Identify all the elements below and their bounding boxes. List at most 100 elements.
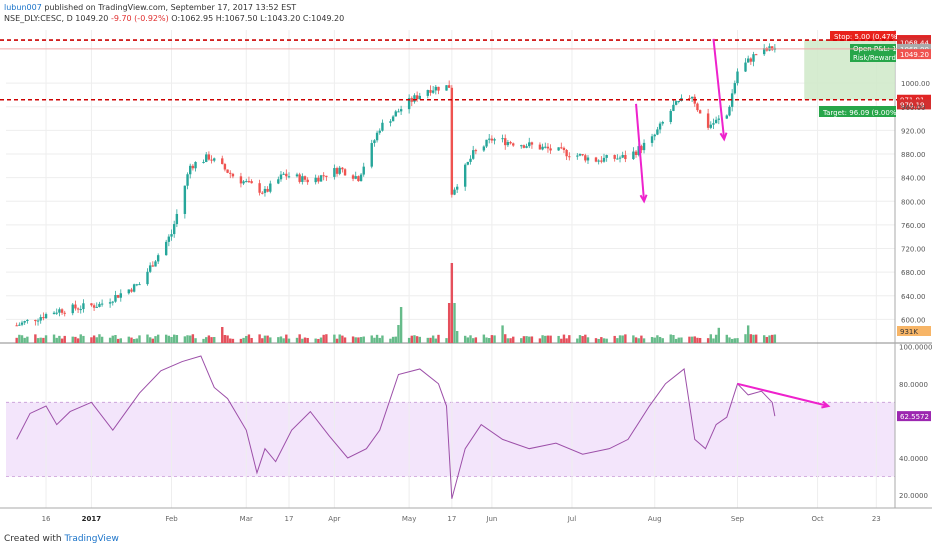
rsi-tick-label: 40.0000 — [899, 455, 928, 463]
candle-body — [397, 111, 400, 113]
volume-bar — [581, 336, 584, 343]
candle-body — [453, 189, 456, 195]
volume-bar — [138, 335, 141, 343]
price-tick-label: 680.00 — [901, 269, 926, 277]
volume-bar — [189, 335, 192, 343]
volume-bar — [650, 336, 654, 343]
volume-bar — [148, 337, 152, 343]
candle-body — [509, 142, 512, 144]
volume-bar — [229, 338, 232, 343]
candle-body — [261, 192, 264, 194]
candle-body — [770, 46, 774, 50]
price-tick-label: 640.00 — [901, 293, 926, 301]
volume-bar — [357, 337, 360, 343]
volume-bar — [183, 336, 187, 343]
candle-body — [581, 154, 584, 156]
candle-body — [674, 101, 678, 105]
volume-bar — [677, 337, 680, 343]
volume-bar — [431, 335, 435, 343]
candle-body — [696, 103, 699, 111]
volume-bar — [714, 334, 718, 343]
candle-body — [712, 123, 715, 125]
volume-bar — [605, 338, 608, 343]
candle-body — [354, 176, 357, 179]
time-tick-label: 17 — [285, 515, 294, 523]
volume-bar — [223, 335, 227, 343]
volume-bar — [488, 337, 491, 343]
candle-body — [295, 174, 299, 177]
candle-body — [100, 303, 104, 305]
volume-bar — [410, 335, 413, 343]
volume-bar — [501, 325, 504, 343]
volume-bar — [762, 335, 766, 343]
candle-body — [82, 303, 85, 310]
volume-bar — [597, 338, 600, 343]
candle-body — [130, 289, 133, 292]
candle-body — [194, 161, 197, 169]
volume-bar — [698, 337, 702, 343]
candle-body — [277, 179, 280, 184]
tradingview-logo[interactable]: TradingView — [64, 534, 119, 544]
candle-body — [541, 146, 544, 150]
candle-body — [714, 119, 718, 124]
volume-bar — [680, 337, 683, 343]
volume-bar — [325, 334, 328, 343]
volume-bar — [170, 337, 173, 343]
volume-bar — [389, 338, 392, 343]
volume-bar — [618, 335, 622, 343]
volume-bar — [301, 338, 304, 343]
candle-body — [445, 85, 448, 91]
candle-body — [434, 86, 438, 91]
candle-body — [661, 122, 664, 124]
volume-bar — [26, 336, 29, 343]
volume-bar — [576, 338, 579, 343]
candle-body — [560, 147, 563, 149]
volume-bar — [736, 338, 739, 343]
volume-bar — [74, 336, 77, 343]
volume-bar — [642, 338, 646, 343]
volume-bar — [154, 336, 157, 343]
candle-body — [728, 106, 731, 116]
volume-bar — [317, 338, 320, 343]
candle-body — [186, 174, 189, 186]
volume-bar — [658, 336, 662, 343]
candle-body — [359, 174, 363, 182]
time-tick-label: Sep — [731, 515, 745, 523]
volume-bar — [151, 338, 155, 343]
price-tick-label: 840.00 — [901, 175, 926, 183]
volume-bar — [471, 338, 475, 343]
author-link[interactable]: lubun007 — [4, 3, 42, 12]
volume-bar — [522, 336, 526, 343]
volume-bar — [450, 263, 454, 343]
candle-body — [544, 146, 547, 148]
volume-bar — [391, 336, 395, 343]
volume-bar — [90, 337, 93, 343]
volume-bar — [624, 334, 627, 343]
candle-body — [164, 241, 168, 256]
rsi-tick-label: 80.0000 — [899, 381, 928, 389]
candle-body — [44, 314, 48, 319]
volume-bar — [455, 331, 459, 343]
candle-body — [148, 265, 152, 272]
candle-body — [733, 83, 737, 94]
volume-bar — [82, 335, 85, 343]
candle-body — [597, 160, 600, 162]
time-tick-label: 17 — [447, 515, 456, 523]
volume-bar — [95, 337, 98, 343]
candle-body — [749, 58, 753, 62]
volume-bar — [130, 337, 133, 343]
volume-bar — [690, 336, 694, 343]
candle-body — [391, 116, 395, 122]
candle-body — [357, 176, 360, 182]
volume-bar — [172, 334, 176, 343]
price-tick-label: 720.00 — [901, 246, 926, 254]
volume-bar — [746, 325, 750, 343]
candle-body — [602, 157, 606, 162]
volume-bar — [277, 337, 280, 343]
candle-body — [578, 154, 582, 156]
time-tick-label: Oct — [812, 515, 824, 523]
volume-bar — [418, 336, 421, 343]
volume-bar — [285, 334, 288, 343]
candle-body — [650, 136, 654, 143]
